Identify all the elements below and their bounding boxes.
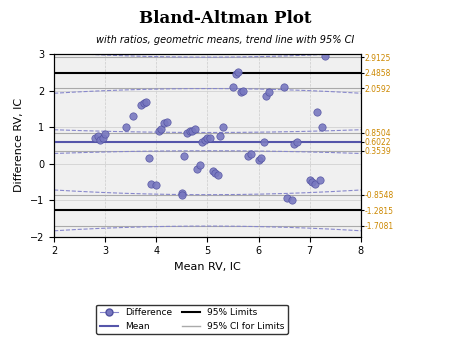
Text: Bland-Altman Plot: Bland-Altman Plot: [139, 10, 312, 27]
Point: [184, 130, 191, 135]
Point: [94, 134, 101, 139]
Point: [92, 135, 99, 141]
Point: [306, 177, 313, 183]
Point: [209, 168, 216, 174]
Point: [122, 124, 129, 130]
Point: [308, 179, 316, 185]
Point: [230, 84, 237, 90]
Point: [316, 177, 323, 183]
Point: [97, 137, 104, 143]
X-axis label: Mean RV, IC: Mean RV, IC: [174, 262, 241, 272]
Point: [147, 181, 155, 186]
Point: [262, 93, 270, 99]
Legend: Difference, Mean, 95% Limits, 95% CI for Limits: Difference, Mean, 95% Limits, 95% CI for…: [97, 305, 288, 334]
Point: [138, 102, 145, 108]
Point: [199, 139, 206, 144]
Point: [281, 84, 288, 90]
Point: [235, 70, 242, 75]
Point: [178, 190, 185, 195]
Point: [214, 172, 221, 177]
Point: [247, 152, 254, 157]
Point: [143, 99, 150, 104]
Point: [155, 128, 162, 134]
Point: [99, 135, 106, 141]
Point: [158, 126, 165, 131]
Point: [322, 53, 329, 58]
Point: [291, 141, 298, 146]
Point: [186, 128, 193, 134]
Point: [163, 119, 170, 124]
Point: [239, 88, 247, 93]
Point: [145, 155, 152, 161]
Point: [207, 135, 214, 141]
Point: [265, 90, 272, 95]
Point: [283, 196, 290, 201]
Point: [232, 71, 239, 77]
Point: [258, 155, 265, 161]
Point: [196, 163, 203, 168]
Point: [204, 135, 211, 141]
Point: [201, 137, 208, 143]
Point: [260, 139, 267, 144]
Point: [237, 90, 244, 95]
Point: [189, 128, 196, 134]
Point: [153, 183, 160, 188]
Point: [191, 126, 198, 131]
Point: [311, 181, 318, 186]
Point: [288, 197, 295, 203]
Point: [130, 114, 137, 119]
Point: [293, 139, 300, 144]
Point: [319, 124, 326, 130]
Point: [245, 153, 252, 159]
Point: [178, 192, 185, 197]
Point: [181, 153, 188, 159]
Point: [140, 101, 147, 106]
Point: [255, 157, 262, 163]
Point: [101, 132, 109, 137]
Point: [216, 134, 224, 139]
Point: [314, 110, 321, 115]
Y-axis label: Difference RV, IC: Difference RV, IC: [14, 98, 24, 192]
Point: [161, 121, 168, 126]
Text: with ratios, geometric means, trend line with 95% CI: with ratios, geometric means, trend line…: [97, 35, 354, 46]
Point: [212, 170, 219, 175]
Point: [193, 166, 201, 172]
Point: [219, 124, 226, 130]
